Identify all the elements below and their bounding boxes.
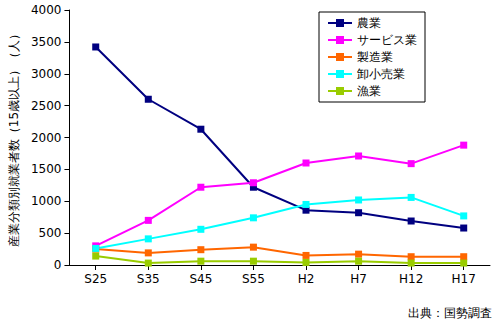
svg-text:S45: S45 [189,272,212,286]
svg-text:S35: S35 [137,272,160,286]
svg-text:2000: 2000 [31,131,62,145]
svg-text:S25: S25 [84,272,107,286]
svg-text:S55: S55 [242,272,265,286]
svg-text:H12: H12 [399,272,423,286]
svg-text:3500: 3500 [31,35,62,49]
svg-text:サービス業: サービス業 [357,33,417,47]
svg-text:1500: 1500 [31,162,62,176]
svg-text:2500: 2500 [31,99,62,113]
svg-text:H7: H7 [350,272,367,286]
svg-text:卸小売業: 卸小売業 [357,67,405,81]
svg-text:1000: 1000 [31,194,62,208]
svg-text:農業: 農業 [357,16,381,30]
svg-text:漁業: 漁業 [357,84,381,98]
svg-text:3000: 3000 [31,67,62,81]
svg-text:製造業: 製造業 [357,50,393,64]
svg-text:H17: H17 [452,272,476,286]
svg-text:0: 0 [54,258,62,272]
svg-text:産業分類別就業者数（15歳以上）（人）: 産業分類別就業者数（15歳以上）（人） [7,28,21,247]
svg-text:出典：国勢調査: 出典：国勢調査 [408,306,492,320]
svg-text:4000: 4000 [31,3,62,17]
svg-text:500: 500 [39,226,62,240]
svg-text:H2: H2 [298,272,315,286]
